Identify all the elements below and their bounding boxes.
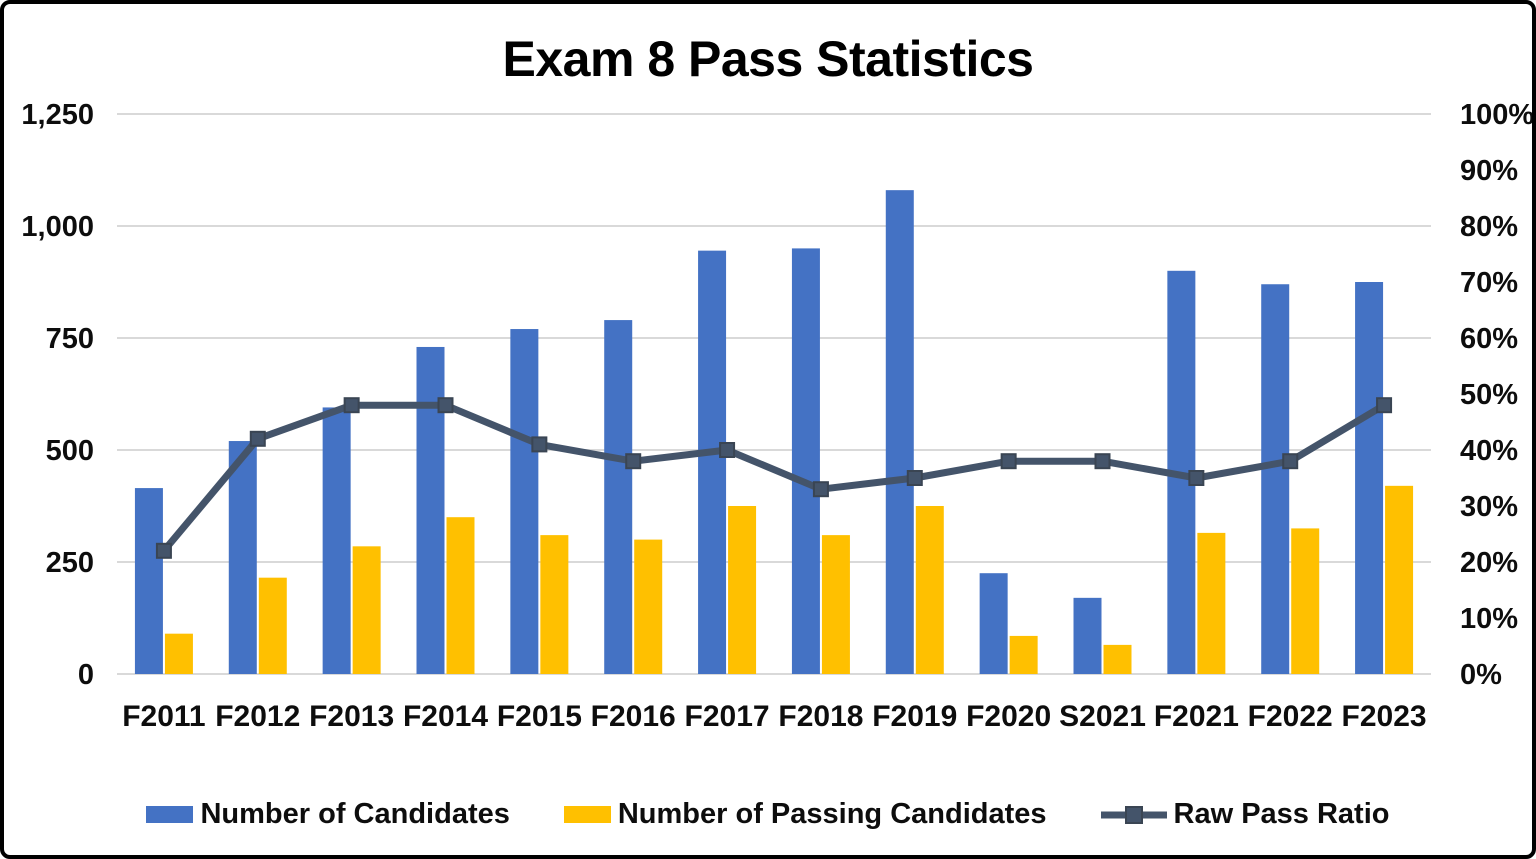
x-axis-category-label: F2022 bbox=[1248, 700, 1333, 733]
y-axis-tick-label: 1,250 bbox=[21, 99, 94, 131]
x-axis-category-label: F2011 bbox=[122, 700, 205, 733]
candidates-bar bbox=[604, 320, 633, 674]
pass-ratio-marker bbox=[1376, 397, 1393, 414]
x-axis-category-label: F2014 bbox=[403, 700, 488, 733]
x-axis-category-label: F2016 bbox=[591, 700, 676, 733]
x-axis-category-label: F2013 bbox=[309, 700, 394, 733]
pct-axis-tick-label: 50% bbox=[1460, 379, 1518, 411]
candidates-bar bbox=[1261, 284, 1290, 674]
legend-item-passing: Number of Passing Candidates bbox=[563, 798, 1047, 831]
passing-candidates-bar bbox=[728, 506, 757, 674]
passing-candidates-bar bbox=[915, 506, 944, 674]
pass-ratio-marker bbox=[437, 397, 454, 414]
passing-candidates-bar bbox=[258, 577, 287, 674]
pct-axis-tick-label: 20% bbox=[1460, 547, 1518, 579]
candidates-bar bbox=[510, 329, 539, 674]
passing-candidates-bar bbox=[1291, 528, 1320, 674]
passing-candidates-bar bbox=[1197, 532, 1226, 674]
legend-label-pass-ratio: Raw Pass Ratio bbox=[1173, 798, 1390, 830]
y-axis-tick-label: 0 bbox=[78, 659, 94, 691]
pass-ratio-marker bbox=[1282, 453, 1299, 470]
passing-candidates-bar bbox=[1385, 485, 1414, 674]
passing-candidates-bar bbox=[1009, 635, 1038, 674]
candidates-bar bbox=[885, 190, 914, 674]
pass-ratio-marker bbox=[1000, 453, 1017, 470]
candidates-bar bbox=[698, 250, 727, 674]
chart-legend: Number of Candidates Number of Passing C… bbox=[4, 798, 1532, 831]
candidates-bar bbox=[1073, 597, 1102, 674]
chart-title: Exam 8 Pass Statistics bbox=[502, 31, 1035, 87]
pass-ratio-marker bbox=[719, 442, 736, 458]
pct-axis-tick-label: 10% bbox=[1460, 603, 1518, 635]
x-axis-category-label: S2021 bbox=[1059, 700, 1146, 733]
legend-label-passing: Number of Passing Candidates bbox=[617, 798, 1047, 830]
pass-ratio-line-icon bbox=[1100, 805, 1167, 824]
x-axis-category-label: F2012 bbox=[215, 700, 300, 733]
pass-ratio-marker bbox=[343, 397, 360, 414]
pass-ratio-line bbox=[160, 401, 1388, 555]
pct-axis-tick-label: 100% bbox=[1460, 99, 1534, 131]
y-axis-tick-label: 750 bbox=[46, 323, 94, 355]
x-axis-category-label: F2021 bbox=[1154, 700, 1239, 733]
x-axis-category-label: F2019 bbox=[872, 700, 957, 733]
pct-axis-tick-label: 40% bbox=[1460, 435, 1518, 467]
passing-candidates-bar bbox=[164, 633, 193, 674]
x-axis-category-label: F2018 bbox=[778, 700, 863, 733]
y-axis-tick-label: 1,000 bbox=[21, 211, 94, 243]
pass-ratio-marker bbox=[812, 481, 829, 498]
x-axis-category-label: F2015 bbox=[497, 700, 582, 733]
pass-ratio-marker bbox=[249, 430, 266, 447]
legend-item-pass-ratio: Raw Pass Ratio bbox=[1100, 798, 1390, 831]
candidates-bar bbox=[791, 248, 820, 674]
pct-axis-tick-label: 90% bbox=[1460, 155, 1518, 187]
pct-axis-tick-label: 60% bbox=[1460, 323, 1518, 355]
y-axis-tick-label: 500 bbox=[46, 435, 94, 467]
x-axis-category-label: F2017 bbox=[685, 700, 770, 733]
passing-candidates-bar bbox=[352, 546, 381, 674]
x-axis-category-label: F2020 bbox=[966, 700, 1051, 733]
passing-candidates-bar bbox=[446, 517, 475, 674]
candidates-bar bbox=[416, 346, 445, 674]
pass-statistics-chart: 0 250 500 750 1,000 1,250 0% 10% 20% 30% 40% 50% 60%… bbox=[21, 99, 1534, 733]
pass-ratio-marker bbox=[155, 542, 172, 559]
pass-ratio-marker bbox=[531, 436, 548, 453]
candidates-bar bbox=[228, 441, 257, 674]
y-axis-tick-label: 250 bbox=[46, 547, 94, 579]
passing-candidates-bar bbox=[821, 535, 850, 674]
passing-candidates-swatch-icon bbox=[563, 806, 611, 823]
pct-axis-tick-label: 80% bbox=[1460, 211, 1518, 243]
pct-axis-tick-label: 70% bbox=[1460, 267, 1518, 299]
candidates-bar bbox=[1355, 282, 1384, 674]
x-axis-category-label: F2023 bbox=[1342, 700, 1427, 733]
pass-ratio-marker bbox=[625, 453, 642, 470]
pass-ratio-marker bbox=[1094, 453, 1111, 470]
pass-ratio-marker bbox=[906, 470, 923, 486]
legend-item-candidates: Number of Candidates bbox=[146, 798, 510, 831]
candidates-bar bbox=[322, 407, 351, 674]
passing-candidates-bar bbox=[1103, 644, 1132, 674]
passing-candidates-bar bbox=[540, 535, 569, 674]
legend-label-candidates: Number of Candidates bbox=[200, 798, 510, 830]
pct-axis-tick-label: 0% bbox=[1460, 659, 1502, 691]
candidates-bar bbox=[134, 488, 163, 674]
candidates-bar bbox=[979, 573, 1008, 674]
pct-axis-tick-label: 30% bbox=[1460, 491, 1518, 523]
pass-ratio-marker bbox=[1188, 470, 1205, 486]
candidates-swatch-icon bbox=[146, 806, 194, 823]
passing-candidates-bar bbox=[634, 539, 663, 674]
